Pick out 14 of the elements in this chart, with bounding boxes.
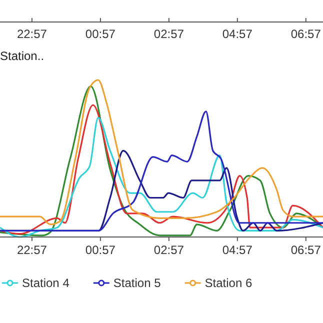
legend-label: Station 4 — [22, 276, 70, 290]
legend-label: Station 6 — [204, 276, 252, 290]
x-tick-label: 06:57 — [290, 27, 322, 41]
x-tick-label: 00:57 — [85, 27, 116, 41]
legend-label: Station 5 — [113, 276, 162, 290]
x2-tick-label: 04:57 — [222, 243, 253, 257]
x2-tick-label: 02:57 — [154, 243, 184, 257]
x2-tick-label: 06:57 — [290, 243, 322, 257]
x-tick-label: 02:57 — [154, 27, 184, 41]
chart-title: Station.. — [0, 49, 44, 63]
x2-tick-label: 22:57 — [16, 243, 48, 257]
x2-tick-label: 00:57 — [85, 243, 116, 257]
x-tick-label: 22:57 — [16, 27, 48, 41]
x-tick-label: 04:57 — [222, 27, 253, 41]
